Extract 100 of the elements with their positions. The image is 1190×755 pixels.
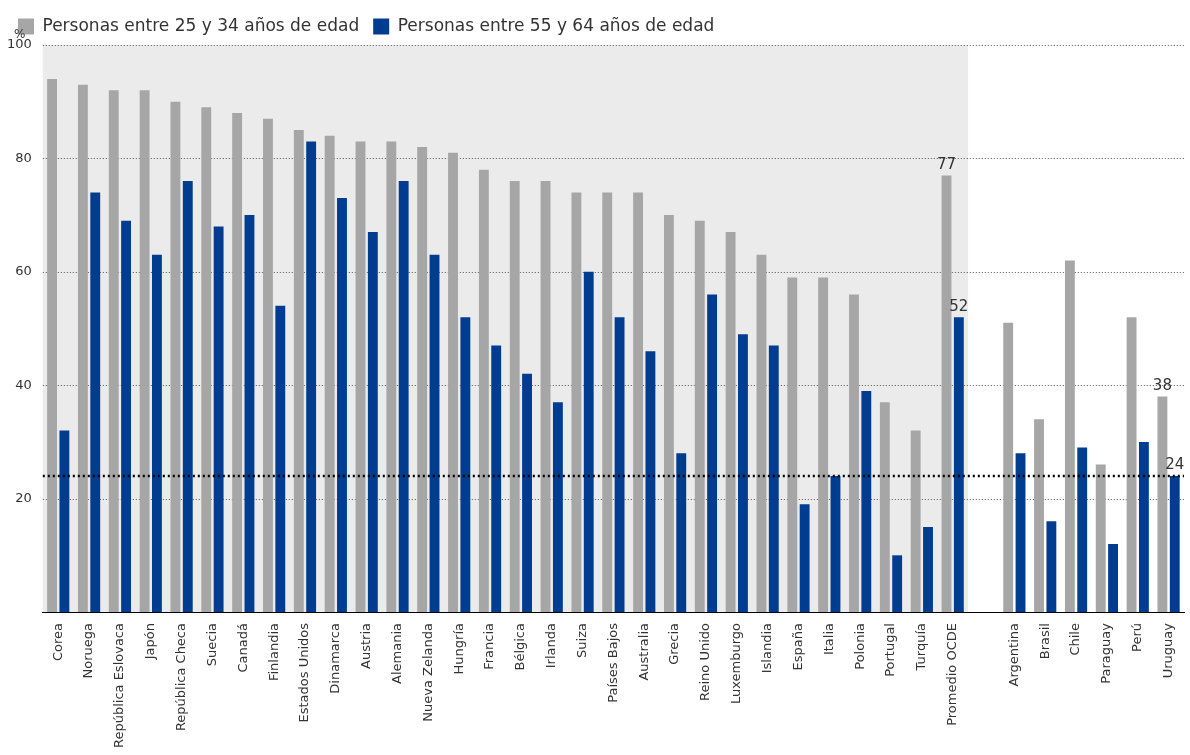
- bar: [244, 215, 255, 613]
- bar: [398, 181, 409, 613]
- bar: [355, 141, 366, 613]
- x-tick-label: Hungría: [450, 623, 466, 675]
- bar: [941, 175, 952, 613]
- x-tick-label: Brasil: [1036, 623, 1052, 660]
- bar: [953, 317, 964, 613]
- bar: [367, 232, 378, 613]
- data-label: 52: [949, 296, 969, 315]
- bar: [47, 79, 57, 613]
- bar: [275, 305, 286, 613]
- bar: [170, 101, 181, 613]
- bar: [232, 113, 243, 613]
- bar: [849, 294, 859, 613]
- bar: [910, 430, 921, 613]
- x-tick-label: Grecia: [666, 623, 682, 665]
- bar: [663, 215, 674, 613]
- bar: [386, 141, 397, 613]
- bar: [756, 254, 767, 613]
- bar: [602, 192, 613, 613]
- x-tick-label: Nueva Zelanda: [419, 623, 435, 722]
- bar: [417, 147, 428, 613]
- x-tick-label: Irlanda: [543, 623, 559, 669]
- bar: [306, 141, 317, 613]
- x-tick-label: Portugal: [882, 623, 898, 677]
- bar: [830, 475, 841, 613]
- bar: [725, 232, 736, 613]
- bar: [429, 254, 440, 613]
- bar: [1138, 441, 1149, 613]
- x-tick-label: Italia: [820, 623, 836, 656]
- x-tick-label: Francia: [481, 623, 497, 670]
- bar: [1126, 317, 1137, 613]
- bar: [861, 390, 872, 613]
- bar: [707, 294, 718, 613]
- bar: [892, 555, 903, 613]
- bar: [1095, 464, 1106, 613]
- bar: [676, 453, 687, 613]
- bar: [1015, 453, 1026, 613]
- bar: [478, 169, 489, 613]
- bar: [540, 181, 551, 613]
- bar: [491, 345, 502, 613]
- x-tick-label: Promedio OCDE: [944, 623, 960, 726]
- x-tick-label: Reino Unido: [697, 622, 713, 701]
- bar: [90, 192, 101, 613]
- bar: [1003, 322, 1014, 613]
- bar: [509, 181, 520, 613]
- x-tick-label: Paraguay: [1098, 622, 1114, 684]
- x-tick-label: Estados Unidos: [296, 622, 312, 723]
- data-label: 77: [936, 154, 957, 173]
- bar: [1077, 447, 1088, 613]
- y-tick-label: 40: [15, 376, 32, 392]
- bar: [1157, 396, 1168, 613]
- x-tick-label: Suiza: [573, 623, 589, 658]
- x-tick-label: Canadá: [234, 623, 250, 673]
- bar: [263, 118, 273, 613]
- bar: [59, 430, 70, 613]
- x-tick-label: Corea: [49, 623, 65, 662]
- x-tick-label: Países Bajos: [604, 622, 620, 703]
- bar: [571, 192, 582, 613]
- x-tick-label: Noruega: [80, 623, 96, 679]
- x-tick-label: Uruguay: [1159, 622, 1175, 679]
- bar: [213, 226, 224, 613]
- x-tick-label: Bélgica: [512, 623, 528, 671]
- data-label: 24: [1165, 455, 1185, 474]
- bar: [152, 254, 162, 613]
- bar: [923, 526, 933, 613]
- bar: [448, 152, 458, 613]
- bar: [1108, 543, 1118, 613]
- x-tick-label: Japón: [142, 623, 158, 661]
- bar: [738, 334, 748, 613]
- bar: [645, 351, 656, 613]
- bar: [768, 345, 779, 613]
- x-tick-label: Finlandia: [265, 623, 281, 682]
- y-tick-label: 20: [15, 489, 32, 505]
- x-tick-label: Australia: [635, 623, 651, 681]
- bar: [799, 504, 810, 613]
- bar: [139, 90, 150, 613]
- bar: [182, 181, 193, 613]
- bar: [1169, 475, 1180, 613]
- x-tick-label: España: [789, 623, 805, 671]
- x-tick-label: Alemania: [388, 623, 404, 684]
- bar: [1046, 521, 1057, 613]
- x-tick-label: Chile: [1067, 623, 1083, 656]
- bar: [522, 373, 532, 613]
- bar: [694, 220, 705, 613]
- x-tick-label: Dinamarca: [327, 623, 343, 694]
- bar: [1064, 260, 1075, 613]
- bar: [201, 107, 212, 613]
- bar: [818, 277, 829, 613]
- x-tick-label: Suecia: [203, 623, 219, 667]
- x-tick-label: República Eslovaca: [111, 623, 127, 749]
- bar: [552, 402, 563, 613]
- bar: [460, 317, 471, 613]
- x-tick-label: Turquía: [913, 623, 929, 672]
- x-tick-label: Polonia: [851, 623, 867, 670]
- legend-label: Personas entre 55 y 64 años de edad: [397, 14, 715, 35]
- bar: [293, 130, 304, 613]
- x-tick-label: Austria: [358, 623, 374, 669]
- bar: [583, 271, 594, 613]
- legend-label: Personas entre 25 y 34 años de edad: [42, 14, 360, 35]
